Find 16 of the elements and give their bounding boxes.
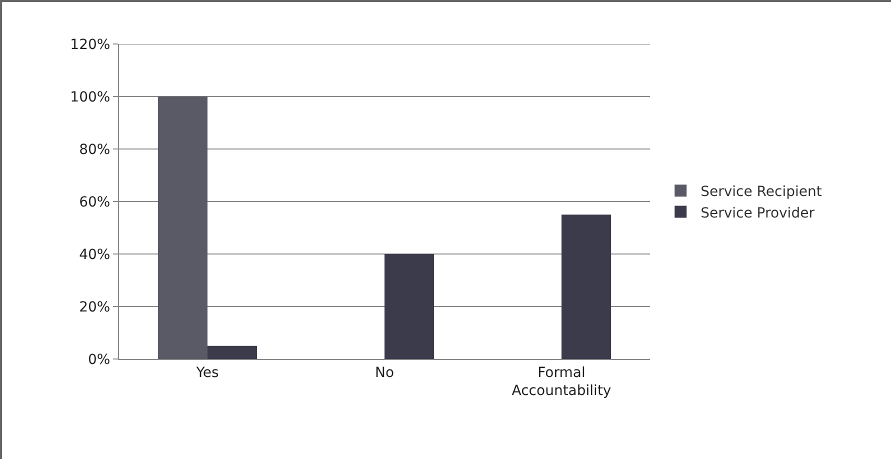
y-tick-label: 100% xyxy=(70,89,110,106)
legend-label: Service Provider xyxy=(700,205,815,222)
y-tick-label: 60% xyxy=(79,194,110,210)
legend-label: Service Recipient xyxy=(700,184,822,200)
bar xyxy=(208,346,258,359)
x-tick-label: Yes xyxy=(195,364,219,381)
x-tick-label: Formal Accountability xyxy=(512,364,612,399)
y-tick-label: 80% xyxy=(79,142,110,158)
bar xyxy=(384,254,434,359)
y-tick-label: 40% xyxy=(79,246,110,263)
bar xyxy=(562,214,612,359)
y-tick-label: 20% xyxy=(79,299,110,316)
x-tick-label: No xyxy=(374,364,394,381)
bar xyxy=(158,96,208,359)
y-tick-label: 120% xyxy=(70,36,110,53)
y-tick-label: 0% xyxy=(88,352,110,368)
